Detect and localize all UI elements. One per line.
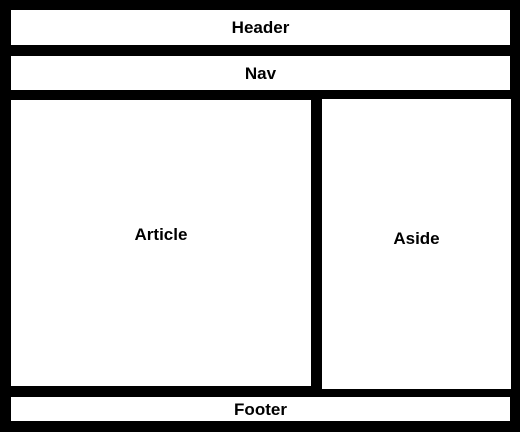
header-label: Header xyxy=(231,18,290,37)
footer-label: Footer xyxy=(234,399,287,419)
article-label: Article xyxy=(134,225,188,244)
article-region: Article xyxy=(11,100,311,386)
aside-label: Aside xyxy=(393,229,440,248)
aside-region: Aside xyxy=(322,99,511,389)
footer-region: Footer xyxy=(11,397,510,421)
nav-region: Nav xyxy=(11,56,510,90)
nav-label: Nav xyxy=(244,63,277,83)
header-region: Header xyxy=(11,10,510,45)
